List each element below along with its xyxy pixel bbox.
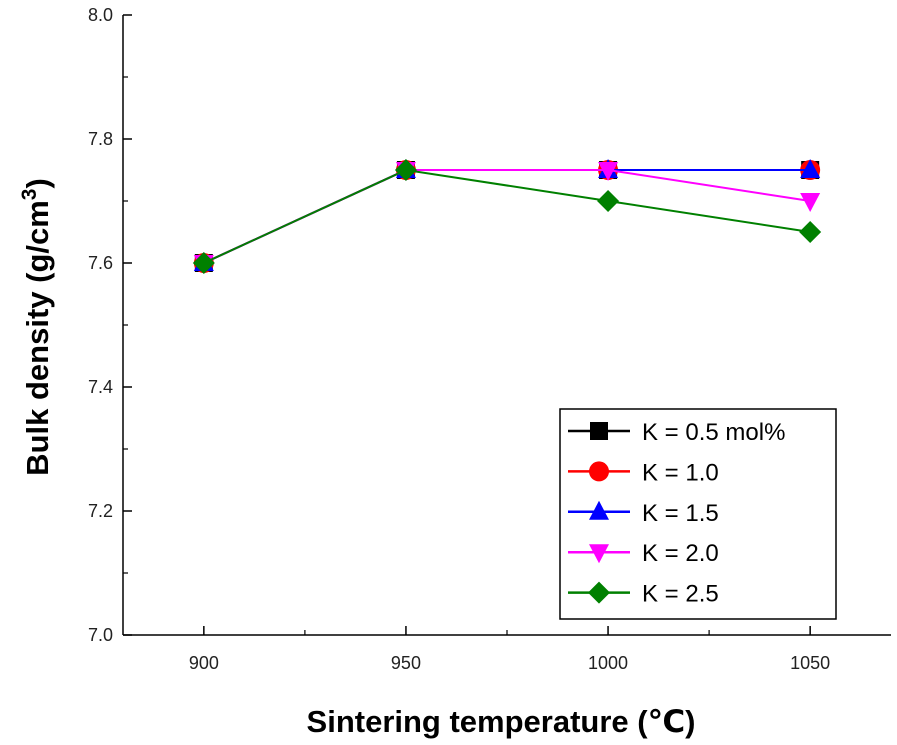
data-point <box>598 162 619 181</box>
legend-marker <box>589 461 609 482</box>
x-axis-title: Sintering temperature (℃) <box>307 704 696 739</box>
legend-label: K = 1.5 <box>642 500 719 527</box>
data-series <box>192 159 822 274</box>
data-point <box>799 221 822 243</box>
axes: 7.0 7.2 7.4 7.6 7.8 8.0 900 950 1000 1050 <box>88 5 891 673</box>
data-point <box>800 193 821 212</box>
legend-label: K = 1.0 <box>642 459 719 486</box>
series-line <box>203 169 811 264</box>
legend-marker <box>589 500 609 520</box>
series-line <box>203 169 811 264</box>
series-4 <box>193 162 821 274</box>
data-point <box>394 159 417 181</box>
y-axis-title: Bulk density (g/cm3) <box>18 178 55 476</box>
series-line <box>203 168 811 264</box>
data-point <box>192 252 215 274</box>
x-tick-label: 950 <box>391 653 421 673</box>
x-tick-label: 900 <box>189 653 219 673</box>
legend-label: K = 0.5 mol% <box>642 419 785 446</box>
x-tick-label: 1050 <box>790 653 830 673</box>
data-point <box>597 190 620 212</box>
series-2 <box>193 160 821 273</box>
series-3 <box>193 159 821 271</box>
y-tick-label: 7.0 <box>88 625 113 645</box>
legend-label: K = 2.0 <box>642 540 719 567</box>
legend-marker <box>589 544 609 564</box>
y-tick-label: 8.0 <box>88 5 113 25</box>
y-tick-label: 7.2 <box>88 501 113 521</box>
series-1 <box>194 161 820 272</box>
legend-box <box>559 408 837 620</box>
legend-label: K = 2.5 <box>642 581 719 608</box>
y-axis-title-close: ) <box>20 178 55 188</box>
legend-marker <box>590 422 608 440</box>
y-axis-title-superscript: 3 <box>18 189 41 201</box>
legend: K = 0.5 mol% K = 1.0 K = 1.5 K = 2.0 K = 2.5 <box>559 408 837 620</box>
legend-marker <box>588 581 610 604</box>
y-tick-label: 7.6 <box>88 253 113 273</box>
y-tick-label: 7.4 <box>88 377 113 397</box>
data-point <box>800 159 821 178</box>
y-axis-title-main: Bulk density (g/cm <box>20 200 55 476</box>
x-tick-label: 1000 <box>588 653 628 673</box>
series-5 <box>192 159 822 274</box>
y-tick-label: 7.8 <box>88 129 113 149</box>
series-line <box>203 169 811 264</box>
series-line <box>203 169 811 264</box>
